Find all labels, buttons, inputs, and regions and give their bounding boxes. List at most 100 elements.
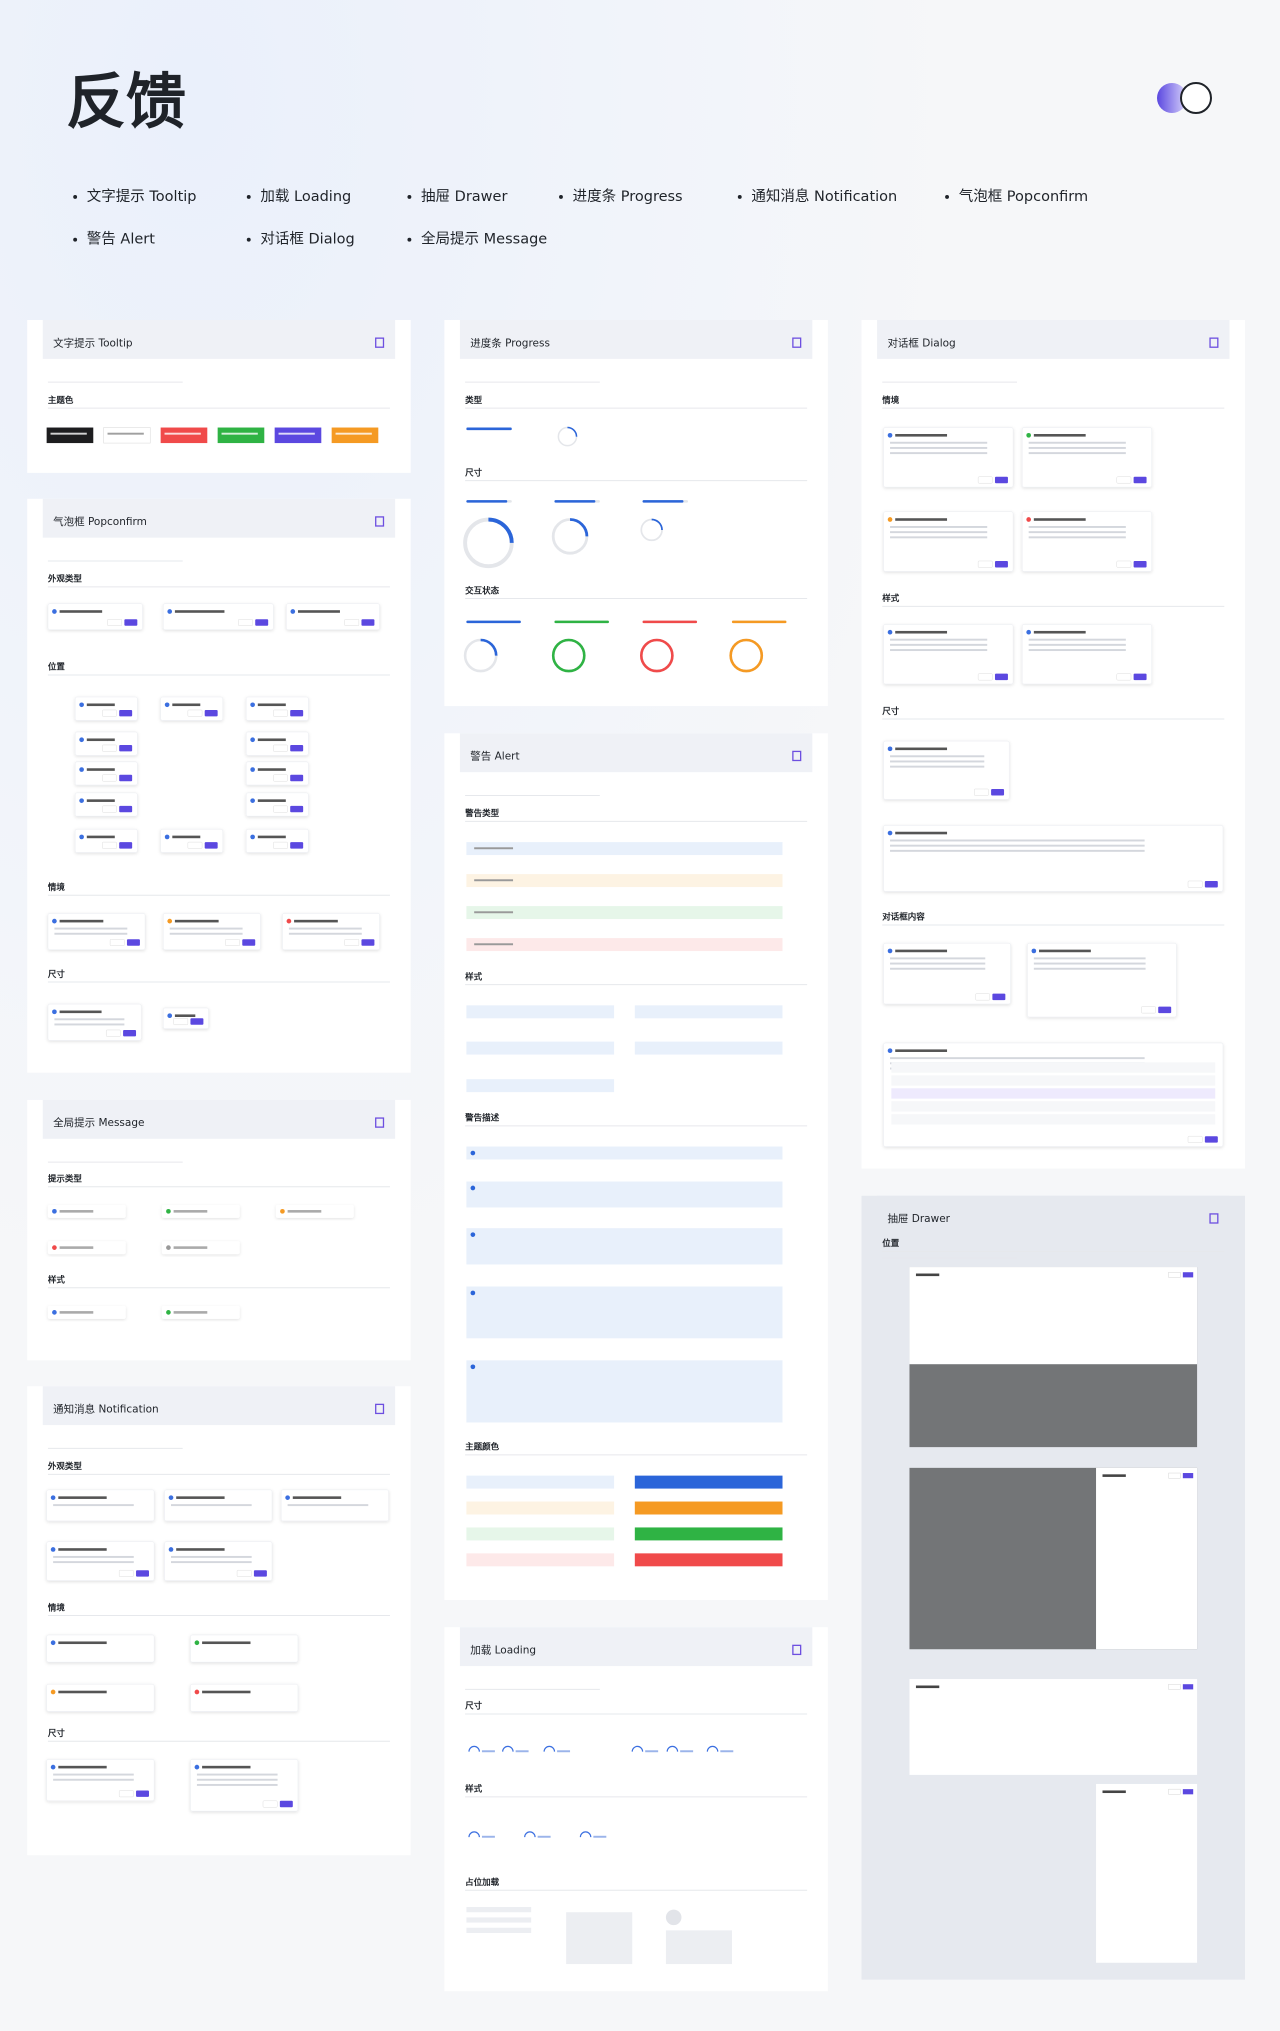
card-text bbox=[1039, 949, 1091, 953]
section-label: 样式 bbox=[465, 1784, 483, 1795]
drawer-button bbox=[1168, 1272, 1181, 1278]
card-icon bbox=[887, 948, 893, 954]
card-text bbox=[895, 1049, 948, 1052]
card-icon bbox=[290, 609, 296, 614]
card-text bbox=[890, 962, 986, 965]
spinner bbox=[468, 1831, 480, 1838]
nav-item: 文字提示 Tooltip bbox=[87, 188, 197, 205]
card-text bbox=[59, 919, 104, 923]
alert bbox=[466, 1360, 783, 1423]
table-row bbox=[891, 1062, 1216, 1073]
card-button bbox=[1204, 880, 1218, 888]
card-button bbox=[242, 939, 256, 946]
alert bbox=[466, 906, 783, 920]
card-button bbox=[187, 709, 203, 717]
card-button bbox=[173, 1018, 189, 1026]
message-icon bbox=[52, 1310, 57, 1315]
spinner bbox=[524, 1831, 536, 1838]
card-icon bbox=[50, 1764, 56, 1770]
card bbox=[245, 696, 309, 721]
tooltip-text bbox=[335, 432, 372, 435]
spinner bbox=[579, 1831, 592, 1838]
spinner-text bbox=[537, 1835, 551, 1838]
card bbox=[883, 824, 1224, 892]
card-text bbox=[1028, 441, 1126, 444]
drawer-button bbox=[1168, 1788, 1181, 1795]
card bbox=[74, 792, 138, 817]
alert-text bbox=[474, 943, 514, 946]
card-button bbox=[994, 560, 1008, 568]
card-icon bbox=[194, 1689, 200, 1695]
drawer bbox=[909, 1679, 1198, 1775]
card-button bbox=[361, 619, 375, 626]
card-text bbox=[54, 1023, 125, 1026]
logo bbox=[1157, 83, 1187, 113]
tooltip bbox=[217, 427, 265, 444]
message-text bbox=[59, 1210, 94, 1213]
card-button bbox=[136, 1570, 149, 1577]
card-text bbox=[257, 738, 286, 742]
card-icon bbox=[164, 702, 170, 708]
panel bbox=[444, 733, 828, 1600]
card-text bbox=[196, 1783, 278, 1786]
panel-icon bbox=[1209, 1213, 1219, 1224]
card-text bbox=[1033, 434, 1086, 437]
card-text bbox=[174, 919, 219, 923]
card-icon bbox=[285, 1495, 290, 1500]
nav-item: 加载 Loading bbox=[260, 188, 351, 205]
section-label: 类型 bbox=[465, 395, 483, 406]
card-button bbox=[977, 560, 993, 568]
card-text bbox=[86, 835, 115, 839]
card-text bbox=[176, 1496, 225, 1499]
card-icon bbox=[194, 1764, 200, 1770]
card-text bbox=[86, 768, 115, 771]
card-icon bbox=[79, 702, 84, 708]
card-text bbox=[171, 1555, 252, 1558]
table-row bbox=[891, 1101, 1216, 1112]
card-button bbox=[290, 709, 304, 717]
alert bbox=[466, 1005, 615, 1019]
tooltip-text bbox=[50, 432, 87, 435]
card-button bbox=[102, 774, 117, 782]
section-label: 警告类型 bbox=[465, 808, 500, 819]
card-text bbox=[86, 703, 115, 707]
panel-header bbox=[42, 1386, 396, 1426]
tooltip-text bbox=[221, 432, 258, 435]
card-text bbox=[169, 932, 243, 935]
card bbox=[245, 761, 309, 786]
card-text bbox=[890, 643, 988, 646]
nav-bullet bbox=[407, 194, 412, 199]
drawer-text bbox=[915, 1685, 940, 1689]
nav-bullet bbox=[73, 194, 78, 199]
card-button bbox=[1204, 1136, 1218, 1143]
spinner bbox=[666, 1745, 679, 1752]
card-button bbox=[1133, 560, 1147, 568]
card-text bbox=[53, 1561, 134, 1564]
card-text bbox=[1033, 957, 1146, 960]
card-text bbox=[176, 1548, 225, 1551]
card-text bbox=[86, 799, 115, 802]
panel-title: 文字提示 Tooltip bbox=[53, 336, 133, 349]
card-text bbox=[890, 441, 988, 444]
card-text bbox=[257, 835, 286, 839]
panel-icon bbox=[792, 750, 802, 762]
nav-bullet bbox=[246, 194, 251, 199]
card-text bbox=[202, 1641, 251, 1645]
card-text bbox=[890, 446, 988, 449]
card-icon bbox=[50, 1495, 56, 1500]
progress-arc bbox=[639, 638, 674, 673]
card-button bbox=[1141, 1006, 1156, 1014]
message-icon bbox=[166, 1310, 171, 1315]
section-label: 尺寸 bbox=[47, 1728, 66, 1739]
card-button bbox=[105, 1029, 121, 1037]
card bbox=[46, 1634, 155, 1663]
card-icon bbox=[50, 1640, 56, 1646]
card-text bbox=[1028, 531, 1126, 534]
card-button bbox=[102, 744, 117, 752]
card-button bbox=[119, 842, 133, 849]
panel-title: 加载 Loading bbox=[470, 1645, 536, 1657]
message-icon bbox=[166, 1209, 171, 1214]
card-text bbox=[890, 957, 986, 960]
section-label: 交互状态 bbox=[465, 585, 500, 596]
